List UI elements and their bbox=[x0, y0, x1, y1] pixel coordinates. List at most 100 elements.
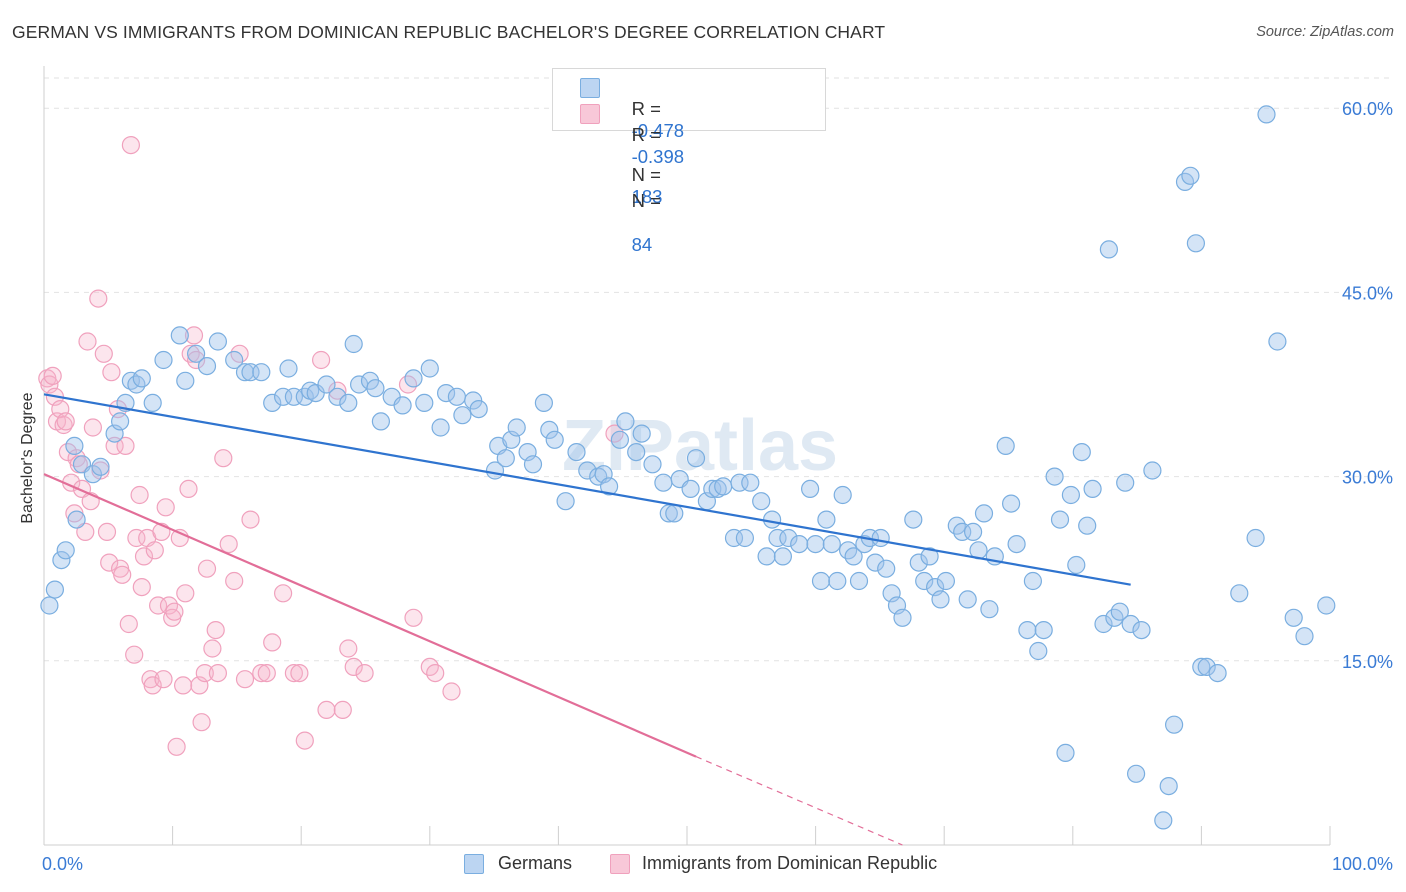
germans-point-147 bbox=[1121, 614, 1140, 634]
immigrants-point-75 bbox=[312, 350, 331, 370]
axes bbox=[43, 66, 1331, 846]
chart-title: GERMAN VS IMMIGRANTS FROM DOMINICAN REPU… bbox=[12, 22, 886, 42]
germans-point-49 bbox=[453, 406, 472, 425]
germans-point-33 bbox=[317, 375, 336, 394]
germans-point-8 bbox=[91, 457, 110, 476]
germans-point-97 bbox=[817, 510, 836, 529]
germans-point-161 bbox=[1246, 528, 1265, 548]
germans-point-159 bbox=[1208, 663, 1227, 683]
immigrants-point-81 bbox=[355, 663, 374, 683]
germans-point-137 bbox=[1061, 485, 1081, 505]
immigrants-point-50 bbox=[176, 584, 195, 603]
germans-point-131 bbox=[1023, 571, 1043, 591]
immigrants-point-46 bbox=[165, 602, 184, 621]
germans-point-140 bbox=[1078, 516, 1097, 535]
germans-point-158 bbox=[1197, 657, 1216, 677]
germans-point-36 bbox=[344, 334, 363, 354]
watermark: ZIPatlas bbox=[562, 406, 838, 486]
germans-point-47 bbox=[437, 384, 456, 403]
immigrants-point-28 bbox=[116, 436, 135, 455]
legend-immigrants-n-label: N = bbox=[631, 190, 661, 211]
germans-point-139 bbox=[1072, 443, 1091, 462]
germans-point-90 bbox=[768, 528, 787, 548]
germans-point-45 bbox=[420, 359, 439, 378]
germans-point-142 bbox=[1094, 614, 1113, 634]
germans-point-111 bbox=[893, 608, 912, 627]
germans-point-17 bbox=[170, 326, 189, 345]
tick-labels: 15.0% 30.0% 45.0% 60.0% 0.0% 100.0% bbox=[42, 99, 1393, 874]
germans-point-18 bbox=[176, 371, 195, 390]
immigrants-point-62 bbox=[214, 449, 233, 468]
immigrants-point-73 bbox=[290, 663, 309, 683]
immigrants-point-2 bbox=[43, 366, 62, 385]
germans-point-28 bbox=[279, 359, 298, 378]
germans-point-40 bbox=[371, 412, 390, 431]
germans-point-1 bbox=[45, 580, 65, 599]
germans-point-148 bbox=[1126, 764, 1146, 783]
germans-point-132 bbox=[1029, 641, 1048, 661]
immigrants-point-21 bbox=[97, 522, 117, 542]
immigrants-point-86 bbox=[442, 682, 461, 701]
legend-immigrants-r-value: -0.398 bbox=[631, 146, 685, 167]
immigrants-point-14 bbox=[76, 522, 95, 542]
immigrants-point-33 bbox=[130, 485, 149, 505]
germans-point-130 bbox=[1018, 620, 1037, 640]
germans-point-165 bbox=[1295, 627, 1314, 646]
germans-point-85 bbox=[735, 528, 755, 548]
immigrants-point-7 bbox=[56, 412, 75, 431]
germans-point-145 bbox=[1110, 602, 1129, 621]
x-tick-label-1: 100.0% bbox=[1332, 854, 1393, 874]
germans-point-127 bbox=[996, 436, 1015, 455]
y-tick-label-0: 15.0% bbox=[1342, 652, 1393, 672]
germans-point-26 bbox=[263, 393, 282, 412]
germans-point-78 bbox=[686, 449, 706, 468]
germans-point-133 bbox=[1034, 620, 1053, 640]
germans-point-71 bbox=[632, 424, 651, 443]
germans-point-156 bbox=[1186, 234, 1206, 253]
immigrants-point-30 bbox=[121, 136, 140, 155]
immigrants-point-51 bbox=[179, 479, 198, 498]
germans-point-10 bbox=[110, 412, 130, 431]
germans-point-136 bbox=[1056, 743, 1075, 763]
germans-point-46 bbox=[431, 418, 450, 437]
immigrants-point-74 bbox=[295, 731, 314, 750]
germans-point-95 bbox=[806, 534, 825, 554]
legend-bottom-immigrants-label: Immigrants from Dominican Republic bbox=[642, 853, 938, 873]
germans-trend-line bbox=[43, 393, 1131, 586]
germans-point-86 bbox=[741, 473, 760, 492]
germans-point-15 bbox=[143, 393, 162, 412]
immigrants-point-63 bbox=[219, 534, 238, 554]
germans-point-149 bbox=[1132, 620, 1151, 640]
immigrants-point-79 bbox=[339, 639, 358, 658]
germans-point-72 bbox=[643, 455, 662, 474]
germans-point-93 bbox=[790, 534, 809, 554]
immigrants-point-20 bbox=[94, 344, 113, 363]
germans-point-162 bbox=[1257, 105, 1276, 124]
immigrants-point-83 bbox=[404, 608, 423, 627]
germans-point-60 bbox=[540, 420, 559, 439]
immigrants-point-64 bbox=[225, 571, 244, 591]
series-immigrants-points bbox=[38, 136, 624, 756]
germans-point-121 bbox=[958, 590, 977, 609]
germans-point-94 bbox=[800, 479, 820, 498]
immigrants-point-47 bbox=[167, 737, 186, 756]
germans-point-138 bbox=[1067, 555, 1086, 575]
legend-immigrants-swatch bbox=[580, 104, 600, 124]
germans-point-98 bbox=[822, 534, 841, 554]
germans-point-125 bbox=[980, 600, 999, 619]
immigrants-point-76 bbox=[317, 700, 336, 720]
germans-point-3 bbox=[56, 541, 75, 560]
germans-point-24 bbox=[241, 363, 260, 382]
legend-bottom-immigrants-swatch bbox=[610, 854, 630, 874]
germans-point-56 bbox=[507, 418, 526, 437]
y-tick-label-1: 30.0% bbox=[1342, 468, 1393, 488]
germans-point-103 bbox=[849, 571, 869, 591]
germans-point-160 bbox=[1230, 584, 1249, 603]
immigrants-point-58 bbox=[197, 559, 217, 578]
germans-point-35 bbox=[339, 393, 358, 412]
germans-point-114 bbox=[915, 571, 934, 591]
germans-point-75 bbox=[665, 504, 684, 523]
immigrants-point-49 bbox=[174, 676, 193, 695]
germans-point-51 bbox=[469, 400, 488, 419]
